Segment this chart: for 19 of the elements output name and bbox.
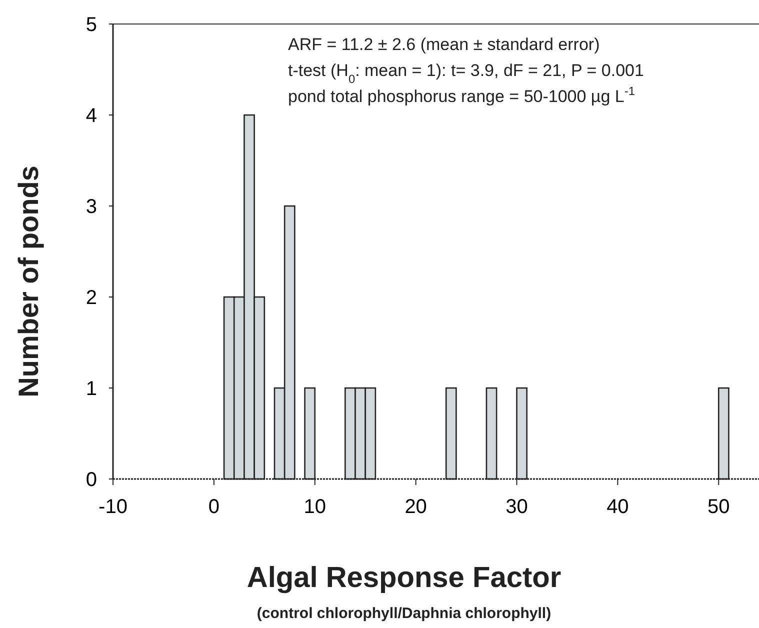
x-tick-label: 30 [506, 496, 528, 518]
x-tick-label: -10 [98, 496, 128, 518]
x-tick-label: 40 [606, 496, 629, 518]
y-tick-label: 0 [86, 469, 97, 491]
y-tick-label: 5 [86, 14, 97, 36]
y-axis-title: Number of ponds [13, 166, 44, 398]
text: (control chlorophyll/Daphnia chlorophyll) [256, 605, 552, 622]
x-axis-title: Algal Response Factor [246, 562, 562, 594]
x-tick-label: 50 [708, 496, 730, 518]
y-tick-label: 1 [86, 378, 97, 400]
y-tick-label: 2 [86, 287, 97, 309]
annotation: pond total phosphorus range = 50-1000 µg L$^{-1}$ [288, 84, 636, 106]
x-tick-label: 10 [304, 496, 326, 518]
annotation: ARF = 11.2 ± 2.6 (mean ± standard error) [288, 35, 600, 54]
annotation: t-test (H$_{0}$: mean = 1): t= 3.9, dF = 21, P = 0.001 [288, 61, 644, 86]
x-tick-label: 0 [208, 496, 220, 518]
x-tick-label: 20 [404, 496, 427, 518]
y-tick-label: 3 [86, 196, 97, 218]
y-tick-label: 4 [86, 105, 97, 127]
